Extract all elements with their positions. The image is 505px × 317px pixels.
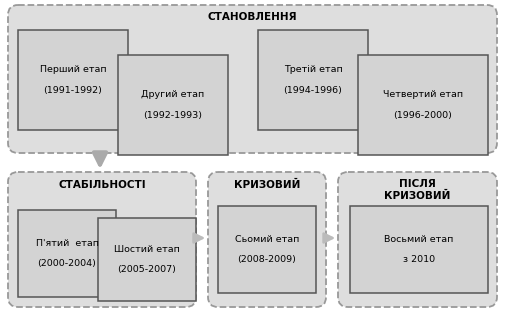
Text: Другий етап

(1992-1993): Другий етап (1992-1993): [141, 90, 205, 120]
Text: Третій етап

(1994-1996): Третій етап (1994-1996): [284, 65, 342, 95]
FancyBboxPatch shape: [8, 5, 497, 153]
FancyBboxPatch shape: [208, 172, 326, 307]
Text: П'ятий  етап

(2000-2004): П'ятий етап (2000-2004): [35, 239, 98, 268]
FancyBboxPatch shape: [350, 206, 488, 293]
FancyBboxPatch shape: [218, 206, 316, 293]
FancyBboxPatch shape: [98, 218, 196, 301]
Text: Восьмий етап

з 2010: Восьмий етап з 2010: [384, 235, 453, 264]
FancyBboxPatch shape: [8, 172, 196, 307]
Text: КРИЗОВИЙ: КРИЗОВИЙ: [234, 180, 300, 190]
FancyBboxPatch shape: [18, 30, 128, 130]
Text: Сьомий етап

(2008-2009): Сьомий етап (2008-2009): [235, 235, 299, 264]
Text: Четвертий етап

(1996-2000): Четвертий етап (1996-2000): [383, 90, 463, 120]
FancyBboxPatch shape: [118, 55, 228, 155]
FancyBboxPatch shape: [18, 210, 116, 297]
Text: СТАНОВЛЕННЯ: СТАНОВЛЕННЯ: [208, 12, 297, 22]
Text: ПІСЛЯ
КРИЗОВИЙ: ПІСЛЯ КРИЗОВИЙ: [384, 179, 450, 201]
Text: СТАБІЛЬНОСТІ: СТАБІЛЬНОСТІ: [58, 180, 146, 190]
FancyBboxPatch shape: [258, 30, 368, 130]
FancyBboxPatch shape: [358, 55, 488, 155]
FancyBboxPatch shape: [338, 172, 497, 307]
Text: Перший етап

(1991-1992): Перший етап (1991-1992): [40, 65, 107, 95]
Text: Шостий етап

(2005-2007): Шостий етап (2005-2007): [114, 245, 180, 275]
